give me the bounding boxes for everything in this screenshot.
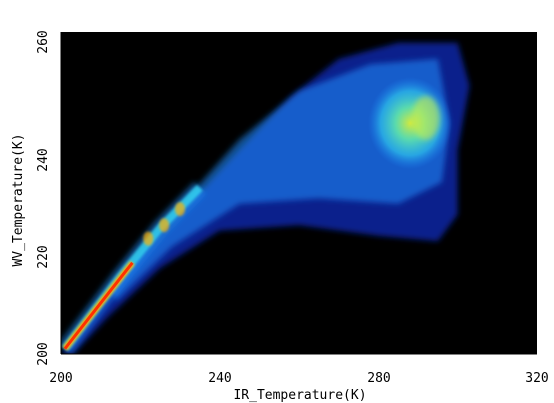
density-ridge-blob <box>159 218 170 233</box>
y-tick-label: 220 <box>36 245 51 268</box>
x-tick-label: 320 <box>525 371 548 386</box>
density-layer <box>61 42 470 354</box>
x-tick-label: 240 <box>208 371 231 386</box>
y-axis-title: WV_Temperature(K) <box>11 133 26 266</box>
y-tick-label: 240 <box>36 148 51 171</box>
x-tick-label: 280 <box>367 371 390 386</box>
density-ridge-blob <box>175 202 185 217</box>
density-ridge-core <box>63 261 134 350</box>
density-ridge-blob <box>143 231 154 246</box>
density-warm-core <box>411 95 440 140</box>
x-tick-label: 200 <box>49 371 72 386</box>
x-axis-title: IR_Temperature(K) <box>233 388 366 403</box>
y-tick-label: 260 <box>36 30 51 53</box>
y-tick-label: 200 <box>36 342 51 365</box>
